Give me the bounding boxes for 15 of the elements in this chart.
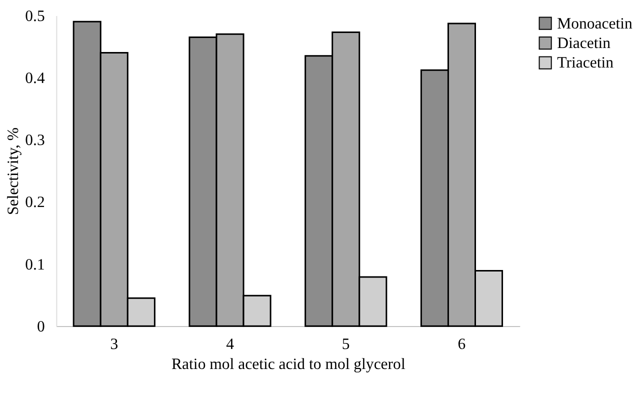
x-tick-label: 3 [110, 336, 118, 354]
y-tick-label: 0.4 [25, 70, 45, 87]
y-axis-title: Selectivity, % [5, 128, 22, 215]
x-tick-label: 6 [458, 336, 466, 354]
x-tick-label: 5 [342, 336, 350, 354]
legend-label: Diacetin [557, 34, 611, 52]
y-tick-label: 0.2 [25, 194, 45, 212]
y-tick-label: 0.5 [25, 8, 45, 25]
y-tick-label: 0.1 [25, 256, 45, 274]
x-axis-title: Ratio mol acetic acid to mol glycerol [172, 356, 406, 373]
legend-label: Monoacetin [557, 15, 633, 32]
legend-label: Triacetin [557, 54, 614, 72]
y-tick-label: 0.3 [25, 132, 45, 150]
y-tick-label: 0 [36, 318, 45, 336]
x-tick-label: 4 [226, 336, 234, 354]
